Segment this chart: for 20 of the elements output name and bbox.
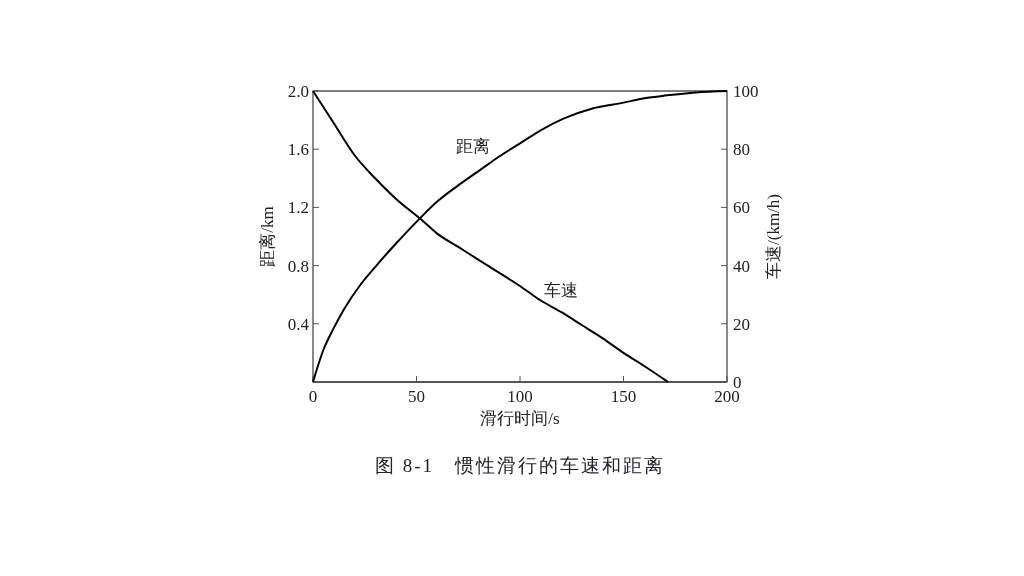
y2-axis-title: 车速/(km/h): [764, 194, 783, 279]
y-tick-label: 0.4: [287, 314, 310, 334]
x-axis-title: 滑行时间/s: [480, 409, 560, 428]
y-tick-label: 1.6: [287, 140, 309, 160]
y2-tick-label: 40: [733, 256, 750, 276]
y-tick-label: 1.2: [287, 198, 309, 218]
y2-tick-label: 20: [733, 314, 750, 334]
y2-tick-label: 80: [733, 140, 750, 160]
x-tick-label: 50: [408, 387, 425, 406]
y-tick-label: 0.8: [287, 256, 309, 276]
x-tick-label: 0: [308, 387, 318, 406]
y-axis-title: 距离/km: [258, 206, 277, 267]
x-tick-label: 100: [507, 387, 533, 406]
y2-tick-label: 100: [733, 81, 759, 101]
series-label: 距离: [455, 136, 490, 156]
y2-tick-label: 60: [733, 198, 750, 218]
x-tick-label: 150: [610, 387, 637, 406]
series-label: 车速: [544, 281, 579, 301]
y-tick-label: 2.0: [287, 81, 309, 101]
text: 图 8-1 惯性滑行的车速和距离: [374, 455, 666, 476]
